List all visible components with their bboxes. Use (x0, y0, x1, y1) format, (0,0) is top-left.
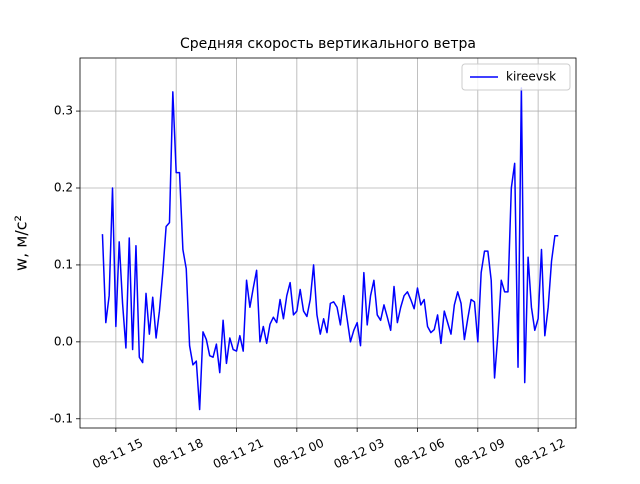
y-tick-label: 0.0 (54, 334, 73, 348)
y-axis-label: w, м/с² (12, 215, 31, 271)
y-tick-label: -0.1 (50, 411, 73, 425)
y-tick-label: 0.2 (54, 181, 73, 195)
plot-frame (79, 57, 577, 429)
legend-label: kireevsk (506, 70, 556, 84)
y-tick-label: 0.1 (54, 257, 73, 271)
legend-box (461, 63, 571, 91)
y-tick-label: 0.3 (54, 104, 73, 118)
chart-title: Средняя скорость вертикального ветра (180, 36, 476, 52)
data-line (101, 87, 559, 411)
